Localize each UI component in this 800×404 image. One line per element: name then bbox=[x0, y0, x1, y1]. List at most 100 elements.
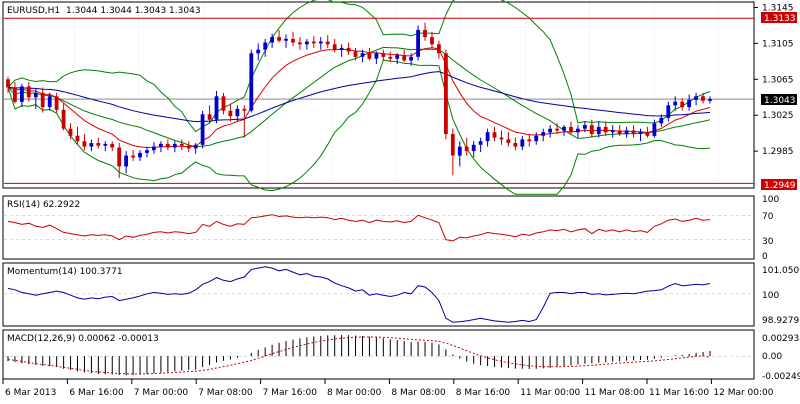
resistance-level-tag: 1.3133 bbox=[761, 12, 797, 24]
candle-body bbox=[249, 53, 254, 111]
candle-body bbox=[569, 126, 573, 133]
candle-body bbox=[652, 123, 657, 136]
candle-body bbox=[145, 150, 149, 153]
candle-body bbox=[603, 126, 608, 133]
bollinger-upper bbox=[7, 0, 711, 133]
macd-pane bbox=[2, 329, 755, 380]
candle-body bbox=[596, 126, 601, 135]
candle-body bbox=[534, 135, 539, 142]
time-tick-label: 8 Mar 16:00 bbox=[456, 388, 511, 398]
symbol-title: EURUSD,H1 bbox=[7, 6, 60, 16]
candle-body bbox=[624, 130, 629, 135]
candle-body bbox=[381, 53, 386, 57]
candle-body bbox=[131, 155, 135, 158]
momentum-tick-low: 98.9279 bbox=[762, 316, 799, 326]
time-tick-label: 7 Mar 16:00 bbox=[263, 388, 318, 398]
macd-tick-low: -0.00249 bbox=[762, 372, 800, 382]
time-tick-label: 8 Mar 08:00 bbox=[391, 388, 446, 398]
rsi-indicator bbox=[4, 214, 754, 242]
candle-body bbox=[388, 56, 393, 59]
macd-title: MACD(12,26,9) 0.00062 -0.00013 bbox=[7, 334, 159, 344]
rsi-tick-100: 100 bbox=[762, 195, 779, 205]
candle-body bbox=[61, 109, 66, 129]
candle-body bbox=[284, 38, 288, 41]
candle-body bbox=[367, 53, 372, 59]
candle-body bbox=[311, 41, 316, 44]
time-tick-label: 11 Mar 16:00 bbox=[649, 388, 709, 398]
candle-body bbox=[20, 86, 24, 102]
momentum-indicator bbox=[4, 266, 754, 323]
candle-body bbox=[409, 56, 413, 61]
candle-body bbox=[395, 55, 400, 59]
price-tick-label: 1.2985 bbox=[762, 147, 794, 157]
momentum-line bbox=[7, 266, 711, 323]
macd-indicator bbox=[4, 335, 754, 376]
price-tick-label: 1.3025 bbox=[762, 111, 794, 121]
price-pane bbox=[2, 1, 755, 189]
candle-body bbox=[339, 47, 344, 50]
time-tick-label: 8 Mar 00:00 bbox=[327, 388, 382, 398]
rsi-tick-70: 70 bbox=[762, 212, 774, 222]
time-axis: 6 Mar 2013 6 Mar 16:00 7 Mar 00:00 7 Mar 08… bbox=[2, 379, 774, 398]
candle-body bbox=[360, 53, 365, 57]
candle-body bbox=[96, 143, 101, 146]
candle-body bbox=[680, 101, 685, 108]
candle-body bbox=[207, 114, 212, 120]
candle-body bbox=[673, 101, 678, 106]
candle-body bbox=[506, 139, 511, 143]
candle-body bbox=[659, 117, 664, 124]
support-level-tag: 1.2949 bbox=[761, 179, 797, 191]
current-price-tag: 1.3043 bbox=[761, 94, 797, 106]
candle-body bbox=[541, 132, 546, 136]
time-tick-label: 11 Mar 00:00 bbox=[520, 388, 580, 398]
candle-body bbox=[464, 146, 469, 152]
rsi-pane bbox=[2, 195, 755, 260]
candle-body bbox=[26, 86, 31, 98]
candle-body bbox=[520, 139, 525, 147]
time-tick-label: 11 Mar 08:00 bbox=[585, 388, 645, 398]
candle-body bbox=[478, 141, 483, 145]
momentum-tick-mid: 100 bbox=[762, 291, 779, 301]
candle-body bbox=[708, 99, 712, 101]
candle-body bbox=[325, 41, 330, 45]
candle-body bbox=[152, 146, 156, 151]
candle-body bbox=[645, 132, 650, 136]
current-price-tag-text: 1.3043 bbox=[764, 96, 796, 106]
momentum-title: Momentum(14) 100.3771 bbox=[7, 267, 123, 277]
candle-body bbox=[346, 47, 351, 52]
candle-body bbox=[117, 147, 122, 167]
candle-body bbox=[485, 132, 490, 142]
candle-body bbox=[666, 105, 671, 118]
time-tick-label: 6 Mar 16:00 bbox=[69, 388, 124, 398]
ohlc-readout: 1.3044 1.3044 1.3043 1.3043 bbox=[66, 6, 201, 16]
candle-body bbox=[492, 132, 497, 138]
time-tick-label: 7 Mar 08:00 bbox=[198, 388, 253, 398]
candle-body bbox=[159, 143, 163, 147]
price-axis: 1.3145 1.3105 1.3065 1.3025 1.2985 bbox=[754, 3, 794, 157]
momentum-tick-high: 101.0509 bbox=[762, 266, 800, 276]
time-tick-label: 12 Mar 00:00 bbox=[713, 388, 773, 398]
price-tick-label: 1.3145 bbox=[762, 3, 794, 13]
candle-body bbox=[562, 126, 566, 131]
candle-body bbox=[263, 42, 268, 50]
macd-signal-line bbox=[7, 336, 711, 375]
candle-body bbox=[423, 29, 427, 38]
candle-body bbox=[499, 137, 504, 140]
candle-body bbox=[110, 143, 115, 148]
candle-body bbox=[75, 135, 80, 142]
candle-body bbox=[513, 143, 518, 147]
ema-slow-line bbox=[7, 71, 711, 123]
candle-body bbox=[617, 130, 622, 135]
rsi-tick-0: 0 bbox=[762, 252, 768, 262]
candle-body bbox=[235, 108, 240, 117]
candle-body bbox=[68, 128, 73, 136]
candle-body bbox=[270, 37, 274, 43]
time-tick-label: 6 Mar 2013 bbox=[5, 388, 56, 398]
candle-body bbox=[471, 144, 476, 152]
horizontal-levels bbox=[4, 17, 754, 184]
candle-body bbox=[305, 41, 309, 45]
candle-body bbox=[402, 55, 407, 61]
candle-body bbox=[298, 42, 302, 45]
